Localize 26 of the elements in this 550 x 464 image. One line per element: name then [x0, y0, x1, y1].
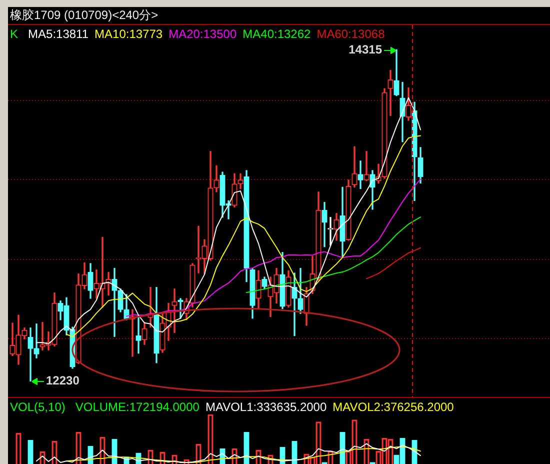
legend-title: K [10, 27, 18, 41]
annotation: 12230 [46, 373, 80, 388]
candlestick [28, 328, 34, 382]
chart-title: 橡胶1709 (010709)<240分> [10, 7, 158, 24]
candlestick [172, 288, 178, 333]
bar [340, 432, 346, 464]
bar [244, 432, 250, 464]
candlestick [388, 70, 394, 116]
series-label: VOLUME:172194.0000 [75, 400, 200, 414]
bar [112, 438, 118, 464]
legend-title: VOL(5,10) [10, 400, 66, 414]
text: MA60:13068 [316, 27, 385, 41]
text: MAVOL1:333635.2000 [205, 400, 327, 414]
text: MA10:13773 [94, 27, 163, 41]
bar [292, 440, 298, 464]
text: MA40:13262 [242, 27, 311, 41]
text: MA5:13811 [28, 27, 89, 41]
text: MA20:13500 [168, 27, 237, 41]
candlestick [34, 324, 40, 358]
candlestick [112, 268, 118, 337]
annotation: 14315 [348, 42, 382, 56]
candlestick [358, 160, 364, 190]
text: MAVOL2:376256.2000 [332, 400, 454, 414]
candlestick [136, 314, 142, 354]
candlestick [364, 151, 370, 182]
bar [28, 440, 34, 464]
